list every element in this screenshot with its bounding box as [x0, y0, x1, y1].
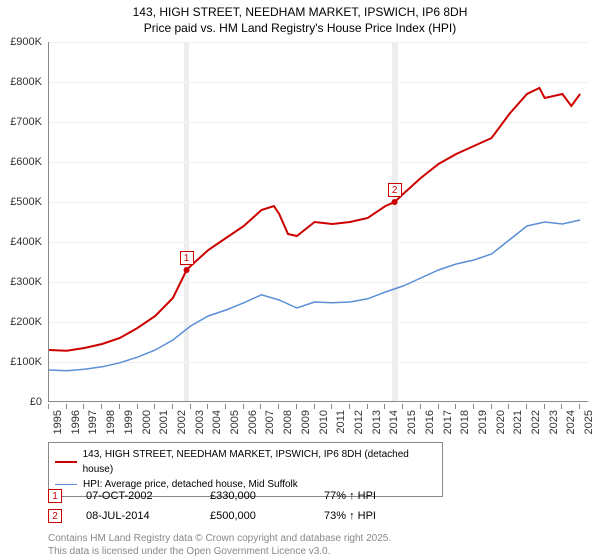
marker-hpi-2: 73% ↑ HPI — [324, 510, 404, 522]
x-tick-label: 2006 — [247, 410, 259, 434]
title-line-2: Price paid vs. HM Land Registry's House … — [0, 20, 600, 36]
x-tick-label: 2001 — [158, 410, 170, 434]
marker-table: 1 07-OCT-2002 £330,000 77% ↑ HPI 2 08-JU… — [48, 486, 404, 526]
x-tick-label: 2024 — [565, 410, 577, 434]
x-tick-label: 1998 — [105, 410, 117, 434]
x-tick-label: 2020 — [495, 410, 507, 434]
footer-line-1: Contains HM Land Registry data © Crown c… — [48, 533, 391, 546]
x-tick-label: 2002 — [176, 410, 188, 434]
y-tick-label: £100K — [10, 356, 42, 368]
footer-line-2: This data is licensed under the Open Gov… — [48, 546, 391, 559]
legend-label-0: 143, HIGH STREET, NEEDHAM MARKET, IPSWIC… — [83, 447, 436, 477]
marker-hpi-1: 77% ↑ HPI — [324, 490, 404, 502]
y-tick-label: £400K — [10, 236, 42, 248]
x-tick-label: 2023 — [548, 410, 560, 434]
x-tick-label: 2011 — [335, 410, 347, 434]
chart-svg — [49, 42, 588, 401]
marker-date-1: 07-OCT-2002 — [86, 490, 186, 502]
chart-plot-area: 12 — [48, 42, 588, 402]
legend-item-series-0: 143, HIGH STREET, NEEDHAM MARKET, IPSWIC… — [55, 447, 436, 477]
marker-price-1: £330,000 — [210, 490, 300, 502]
x-tick-label: 1995 — [52, 410, 64, 434]
x-tick-label: 2005 — [229, 410, 241, 434]
y-tick-label: £900K — [10, 36, 42, 48]
y-axis: £0£100K£200K£300K£400K£500K£600K£700K£80… — [0, 42, 46, 402]
chart-marker-2: 2 — [388, 183, 402, 197]
x-tick-label: 2008 — [282, 410, 294, 434]
x-tick-label: 2007 — [264, 410, 276, 434]
marker-row-2: 2 08-JUL-2014 £500,000 73% ↑ HPI — [48, 506, 404, 526]
y-tick-label: £200K — [10, 316, 42, 328]
chart-title: 143, HIGH STREET, NEEDHAM MARKET, IPSWIC… — [0, 0, 600, 36]
marker-date-2: 08-JUL-2014 — [86, 510, 186, 522]
series-line-hpi — [49, 220, 580, 371]
x-tick-label: 2012 — [353, 410, 365, 434]
footer-attribution: Contains HM Land Registry data © Crown c… — [48, 533, 391, 558]
x-tick-label: 2021 — [512, 410, 524, 434]
x-tick-label: 2003 — [194, 410, 206, 434]
x-tick-label: 1997 — [87, 410, 99, 434]
marker-box-2: 2 — [48, 509, 62, 523]
y-tick-label: £600K — [10, 156, 42, 168]
series-line-price_paid — [49, 88, 580, 351]
x-tick-label: 2019 — [477, 410, 489, 434]
y-tick-label: £700K — [10, 116, 42, 128]
x-axis: 1995 1996 1997 1998 1999 2000 2001 2002 2003 2004… — [48, 404, 588, 444]
y-tick-label: £0 — [30, 396, 42, 408]
legend-swatch-0 — [55, 461, 77, 463]
x-tick-label: 2015 — [406, 410, 418, 434]
marker-price-2: £500,000 — [210, 510, 300, 522]
x-tick-label: 2004 — [211, 410, 223, 434]
x-tick-label: 1996 — [70, 410, 82, 434]
x-tick-label: 2010 — [318, 410, 330, 434]
x-tick-label: 2000 — [141, 410, 153, 434]
chart-marker-1: 1 — [180, 251, 194, 265]
marker-row-1: 1 07-OCT-2002 £330,000 77% ↑ HPI — [48, 486, 404, 506]
marker-box-1: 1 — [48, 489, 62, 503]
x-tick-label: 2017 — [442, 410, 454, 434]
x-tick-label: 2018 — [459, 410, 471, 434]
x-tick-label: 2022 — [530, 410, 542, 434]
x-tick-label: 2016 — [424, 410, 436, 434]
y-tick-label: £800K — [10, 76, 42, 88]
y-tick-label: £300K — [10, 276, 42, 288]
x-tick-label: 1999 — [123, 410, 135, 434]
x-tick-label: 2013 — [371, 410, 383, 434]
title-line-1: 143, HIGH STREET, NEEDHAM MARKET, IPSWIC… — [0, 4, 600, 20]
x-tick-label: 2025 — [583, 410, 595, 434]
x-tick-label: 2014 — [388, 410, 400, 434]
y-tick-label: £500K — [10, 196, 42, 208]
x-tick-label: 2009 — [300, 410, 312, 434]
